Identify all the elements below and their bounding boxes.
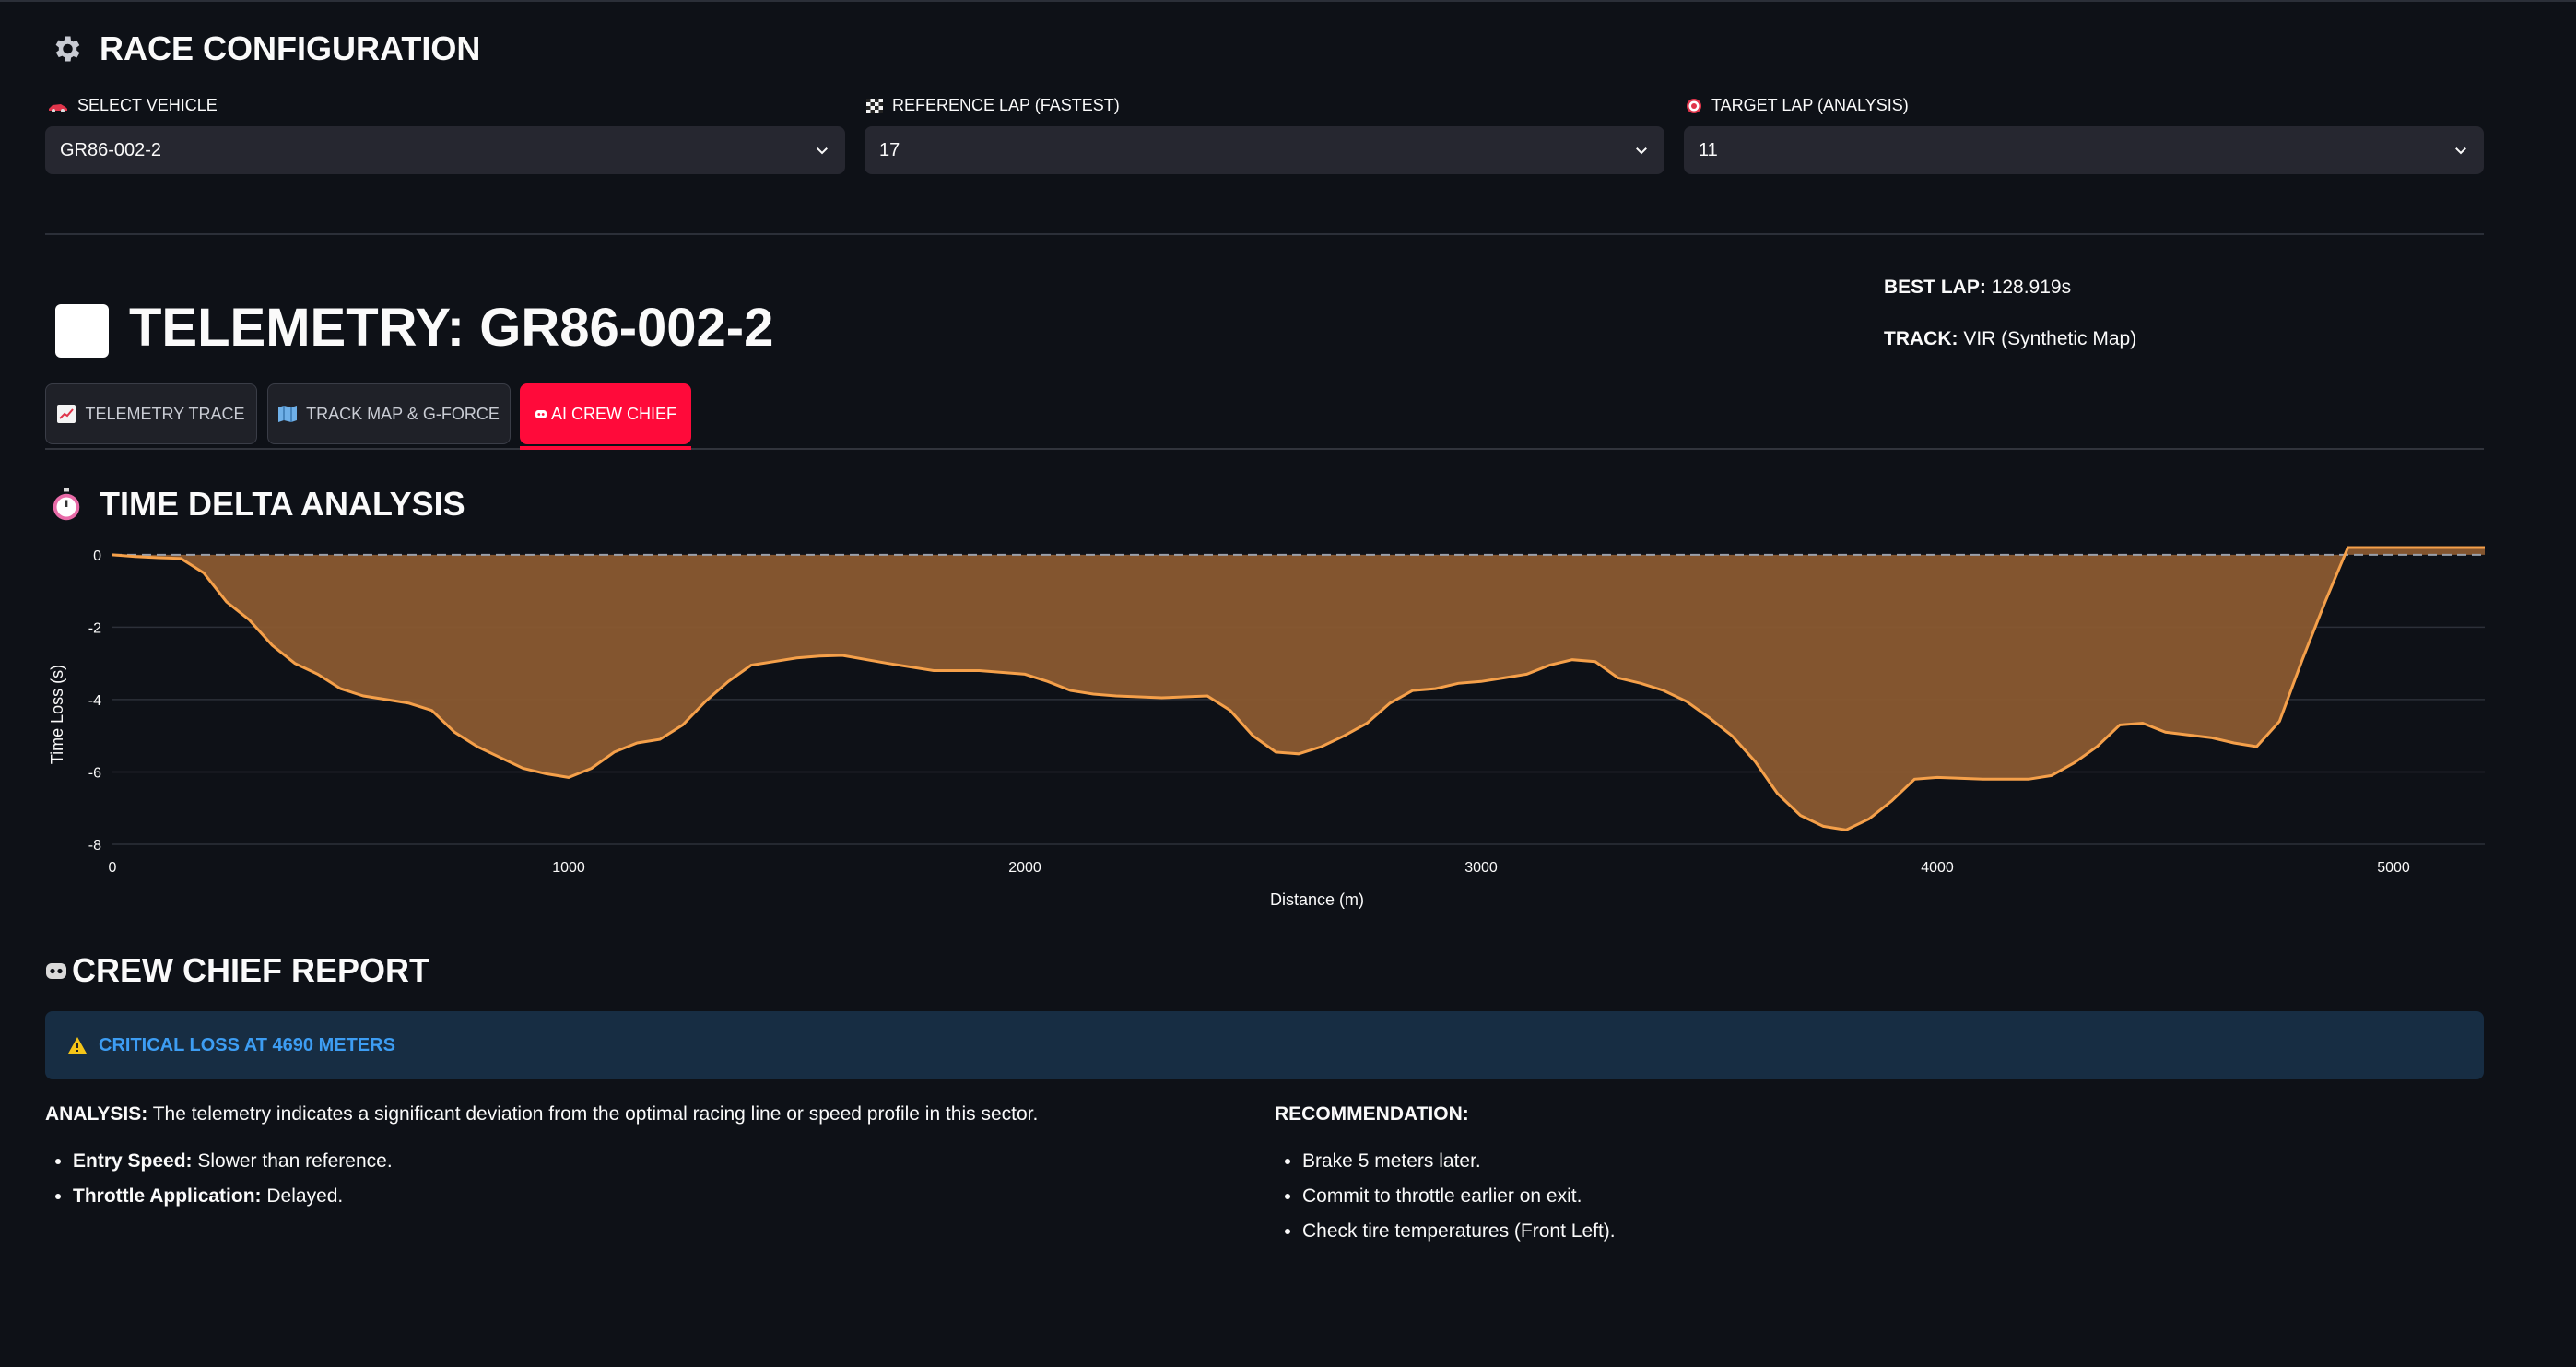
y-tick-label: -2	[88, 620, 101, 636]
race-config-heading: RACE CONFIGURATION	[50, 29, 480, 68]
x-tick-label: 5000	[2377, 860, 2410, 876]
crew-chief-heading: CREW CHIEF REPORT	[44, 951, 429, 990]
analysis-list: Entry Speed: Slower than reference. Thro…	[45, 1150, 1225, 1208]
vehicle-label: SELECT VEHICLE	[48, 96, 218, 115]
reference-lap-select[interactable]: 17	[865, 126, 1664, 174]
time-delta-heading: TIME DELTA ANALYSIS	[50, 485, 465, 524]
tab-track-map-label: TRACK MAP & G-FORCE	[306, 404, 500, 423]
time-delta-title: TIME DELTA ANALYSIS	[100, 485, 465, 523]
analysis-paragraph: ANALYSIS: The telemetry indicates a sign…	[45, 1102, 1225, 1126]
time-delta-chart: 0 -2 -4 -6 -8 0 1000 2000 3000 4000 5000 Distance (…	[48, 546, 2485, 909]
throttle-label: Throttle Application:	[73, 1185, 262, 1207]
car-badge-icon	[55, 304, 109, 358]
map-icon	[278, 406, 298, 422]
section-divider	[45, 233, 2484, 235]
track-readout: TRACK: VIR (Synthetic Map)	[1884, 328, 2136, 350]
race-car-icon	[49, 103, 67, 112]
y-tick-label: -4	[88, 693, 101, 709]
analysis-block: ANALYSIS: The telemetry indicates a sign…	[45, 1102, 1225, 1220]
entry-speed-text: Slower than reference.	[192, 1150, 393, 1172]
race-config-title: RACE CONFIGURATION	[100, 29, 481, 67]
target-lap-select[interactable]: 11	[1684, 126, 2484, 174]
delta-series-line	[112, 546, 2485, 831]
chart-increasing-icon	[57, 405, 76, 423]
vehicle-select[interactable]: GR86-002-2	[45, 126, 845, 174]
track-value: VIR (Synthetic Map)	[1963, 328, 2137, 349]
gear-icon	[55, 36, 80, 62]
top-border	[0, 0, 2576, 2]
analysis-label: ANALYSIS:	[45, 1103, 148, 1125]
best-lap-readout: BEST LAP: 128.919s	[1884, 277, 2071, 299]
list-item: Check tire temperatures (Front Left).	[1302, 1220, 2473, 1243]
best-lap-label: BEST LAP:	[1884, 277, 1986, 298]
target-lap-label-text: TARGET LAP (ANALYSIS)	[1711, 96, 1909, 114]
x-tick-label: 0	[109, 860, 117, 876]
tab-track-map[interactable]: TRACK MAP & G-FORCE	[267, 383, 511, 444]
track-label: TRACK:	[1884, 328, 1958, 349]
list-item: Commit to throttle earlier on exit.	[1302, 1185, 2473, 1208]
tabs-underline	[45, 448, 2484, 450]
x-axis-label: Distance (m)	[1270, 890, 1364, 909]
critical-loss-alert-text: CRITICAL LOSS AT 4690 METERS	[99, 1034, 395, 1055]
vehicle-label-text: SELECT VEHICLE	[77, 96, 218, 114]
list-item: Throttle Application: Delayed.	[73, 1185, 1225, 1208]
chevron-down-icon	[817, 147, 828, 155]
vehicle-select-value: GR86-002-2	[60, 139, 162, 160]
x-tick-label: 2000	[1008, 860, 1041, 876]
y-axis-label: Time Loss (s)	[48, 665, 66, 764]
robot-icon	[46, 963, 66, 979]
telemetry-title: TELEMETRY: GR86-002-2	[129, 298, 774, 358]
y-tick-label: -8	[88, 838, 101, 854]
delta-area-fill	[112, 548, 2485, 831]
list-item: Brake 5 meters later.	[1302, 1150, 2473, 1173]
x-tick-label: 4000	[1921, 860, 1954, 876]
tab-ai-crew-chief-label: AI CREW CHIEF	[550, 404, 676, 423]
recommendation-heading: RECOMMENDATION:	[1275, 1102, 2473, 1126]
warning-icon	[68, 1037, 87, 1054]
analysis-text: The telemetry indicates a significant de…	[147, 1103, 1039, 1125]
tab-ai-crew-chief[interactable]: AI CREW CHIEF	[520, 383, 691, 444]
critical-loss-alert: CRITICAL LOSS AT 4690 METERS	[45, 1011, 2484, 1079]
best-lap-value: 128.919s	[1991, 277, 2072, 298]
recommendation-list: Brake 5 meters later. Commit to throttle…	[1275, 1150, 2473, 1243]
target-lap-label: TARGET LAP (ANALYSIS)	[1686, 96, 1909, 115]
list-item: Entry Speed: Slower than reference.	[73, 1150, 1225, 1173]
x-tick-label: 1000	[552, 860, 585, 876]
target-lap-select-value: 11	[1699, 139, 1718, 160]
chevron-down-icon	[2455, 147, 2466, 155]
reference-lap-label-text: REFERENCE LAP (FASTEST)	[892, 96, 1120, 114]
recommendation-block: RECOMMENDATION: Brake 5 meters later. Co…	[1275, 1102, 2473, 1255]
entry-speed-label: Entry Speed:	[73, 1150, 193, 1172]
reference-lap-select-value: 17	[879, 139, 900, 160]
recommendation-label: RECOMMENDATION:	[1275, 1103, 1469, 1125]
tab-telemetry-trace-label: TELEMETRY TRACE	[85, 404, 245, 423]
chevron-down-icon	[1636, 147, 1647, 155]
robot-icon	[535, 410, 547, 418]
stopwatch-icon	[53, 488, 80, 521]
active-tab-indicator	[520, 446, 691, 450]
checkered-flag-icon	[866, 98, 883, 113]
tab-telemetry-trace[interactable]: TELEMETRY TRACE	[45, 383, 257, 444]
throttle-text: Delayed.	[261, 1185, 344, 1207]
target-icon	[1687, 98, 1701, 113]
x-tick-label: 3000	[1464, 860, 1498, 876]
y-tick-label: 0	[93, 548, 101, 564]
crew-chief-title: CREW CHIEF REPORT	[72, 951, 430, 989]
y-tick-label: -6	[88, 765, 101, 781]
reference-lap-label: REFERENCE LAP (FASTEST)	[866, 96, 1120, 115]
